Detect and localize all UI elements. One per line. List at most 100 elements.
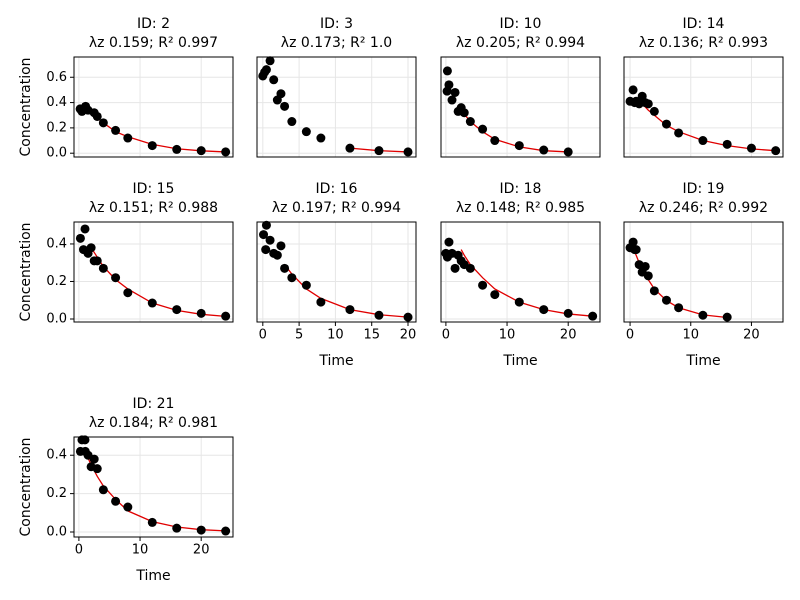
data-point bbox=[111, 496, 121, 506]
data-point bbox=[447, 95, 457, 105]
panel-title: ID: 15 bbox=[133, 181, 175, 197]
data-point bbox=[147, 141, 157, 151]
data-point bbox=[450, 87, 460, 97]
fit-line bbox=[641, 103, 776, 152]
data-point bbox=[374, 146, 384, 156]
data-point bbox=[643, 271, 653, 281]
data-point bbox=[172, 144, 182, 154]
data-point bbox=[403, 147, 413, 157]
data-point bbox=[631, 245, 641, 255]
y-tick-label: 0.0 bbox=[46, 146, 67, 161]
data-point bbox=[478, 124, 488, 134]
x-tick-label: 0 bbox=[75, 543, 83, 558]
panel-subtitle: λz 0.246; R² 0.992 bbox=[639, 200, 768, 216]
panel-subtitle: λz 0.184; R² 0.981 bbox=[89, 415, 218, 431]
x-tick-label: 0 bbox=[259, 328, 267, 343]
data-point bbox=[514, 297, 524, 307]
panel-subtitle: λz 0.151; R² 0.988 bbox=[89, 200, 218, 216]
data-point bbox=[196, 146, 206, 156]
data-point bbox=[172, 305, 182, 315]
data-point bbox=[259, 230, 269, 240]
y-tick-label: 0.4 bbox=[46, 236, 67, 251]
x-tick-label: 20 bbox=[743, 328, 760, 343]
data-point bbox=[80, 224, 90, 234]
data-point bbox=[276, 241, 286, 251]
data-point bbox=[674, 303, 684, 313]
data-point bbox=[92, 111, 102, 121]
axes-frame bbox=[623, 56, 784, 158]
data-point bbox=[490, 136, 500, 146]
axes-frame bbox=[256, 221, 417, 323]
data-point bbox=[196, 308, 206, 318]
axes-frame bbox=[73, 221, 234, 323]
panel-subtitle: λz 0.136; R² 0.993 bbox=[639, 35, 768, 51]
data-point bbox=[280, 263, 290, 273]
panel-title: ID: 10 bbox=[500, 16, 542, 32]
x-tick-label: 20 bbox=[400, 328, 417, 343]
data-point bbox=[649, 286, 659, 296]
data-point bbox=[345, 143, 355, 153]
data-point bbox=[111, 125, 121, 135]
data-point bbox=[261, 220, 271, 230]
y-tick-label: 0.0 bbox=[46, 525, 67, 540]
data-point bbox=[563, 308, 573, 318]
data-point bbox=[89, 454, 99, 464]
data-point bbox=[465, 263, 475, 273]
data-point bbox=[628, 237, 638, 247]
x-tick-label: 5 bbox=[295, 328, 303, 343]
panel-subtitle: λz 0.205; R² 0.994 bbox=[456, 35, 585, 51]
data-point bbox=[539, 145, 549, 155]
data-point bbox=[465, 117, 475, 127]
data-point bbox=[588, 311, 598, 321]
data-point bbox=[490, 290, 500, 300]
y-tick-label: 0.0 bbox=[46, 311, 67, 326]
x-tick-label: 20 bbox=[560, 328, 577, 343]
data-point bbox=[261, 245, 271, 255]
data-point bbox=[221, 311, 231, 321]
axes-frame bbox=[73, 436, 234, 538]
data-point bbox=[80, 435, 90, 445]
data-point bbox=[172, 523, 182, 533]
panel-title: ID: 3 bbox=[320, 16, 353, 32]
data-point bbox=[98, 485, 108, 495]
panel-subtitle: λz 0.159; R² 0.997 bbox=[89, 35, 218, 51]
y-tick-label: 0.2 bbox=[46, 274, 67, 289]
panel-title: ID: 21 bbox=[133, 396, 175, 412]
axes-frame bbox=[440, 56, 601, 158]
data-point bbox=[403, 312, 413, 322]
data-point bbox=[514, 141, 524, 151]
y-tick-label: 0.4 bbox=[46, 448, 67, 463]
data-point bbox=[147, 517, 157, 527]
data-point bbox=[147, 298, 157, 308]
data-point bbox=[111, 273, 121, 283]
data-point bbox=[628, 85, 638, 95]
data-point bbox=[444, 80, 454, 90]
data-point bbox=[643, 99, 653, 109]
data-point bbox=[272, 250, 282, 260]
x-tick-label: 10 bbox=[499, 328, 516, 343]
x-tick-label: 10 bbox=[132, 543, 149, 558]
data-point bbox=[640, 261, 650, 271]
fit-line bbox=[457, 104, 569, 153]
axes-frame bbox=[73, 56, 234, 158]
y-tick-label: 0.6 bbox=[46, 70, 67, 85]
panel-subtitle: λz 0.148; R² 0.985 bbox=[456, 200, 585, 216]
data-point bbox=[265, 56, 275, 66]
data-point bbox=[92, 256, 102, 266]
panel-subtitle: λz 0.173; R² 1.0 bbox=[281, 35, 392, 51]
data-point bbox=[722, 139, 732, 149]
data-point bbox=[221, 147, 231, 157]
data-point bbox=[123, 502, 133, 512]
data-point bbox=[92, 464, 102, 474]
y-tick-label: 0.2 bbox=[46, 120, 67, 135]
y-axis-label: Concentration bbox=[18, 437, 34, 536]
data-point bbox=[316, 297, 326, 307]
data-point bbox=[98, 263, 108, 273]
data-point bbox=[301, 280, 311, 290]
x-tick-label: 20 bbox=[193, 543, 210, 558]
axes-frame bbox=[623, 221, 784, 323]
x-tick-label: 10 bbox=[682, 328, 699, 343]
data-point bbox=[98, 118, 108, 128]
axes-frame bbox=[440, 221, 601, 323]
